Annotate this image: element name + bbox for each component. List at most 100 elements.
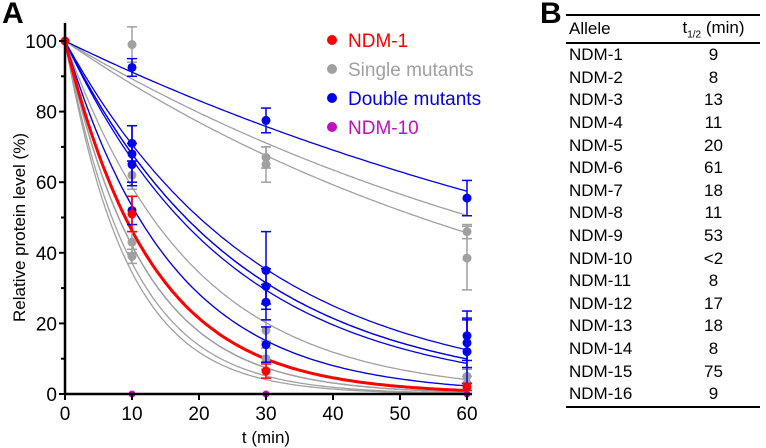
y-tick-label: 20	[36, 314, 57, 335]
table-row: NDM-2 8	[566, 67, 760, 90]
half-life-cell: 8	[708, 339, 719, 359]
header-half-life: t1/2 (min)	[667, 18, 760, 40]
half-life-cell: 61	[704, 158, 723, 178]
half-life-cell: 20	[704, 135, 723, 155]
fit-curve-single	[64, 40, 468, 217]
table-row: NDM-4 11	[566, 112, 760, 135]
allele-cell: NDM-8	[569, 203, 623, 223]
allele-cell: NDM-7	[569, 180, 623, 200]
x-tick-label: 40	[322, 404, 343, 425]
table-header: Allele t1/2 (min)	[566, 16, 760, 42]
y-tick-label: 60	[36, 173, 57, 194]
table-row: NDM-11 8	[566, 270, 760, 293]
data-point-double	[261, 297, 271, 307]
fit-curve-single	[64, 40, 467, 395]
x-tick-label: 10	[121, 404, 142, 425]
half-life-cell: 8	[708, 67, 719, 87]
data-point-double	[462, 347, 472, 357]
table-row: NDM-14 8	[566, 338, 760, 361]
header-allele: Allele	[569, 19, 611, 38]
table-row: NDM-1 9	[566, 44, 760, 67]
legend-label: NDM-10	[348, 118, 419, 139]
allele-cell: NDM-5	[569, 135, 623, 155]
data-point-single	[127, 40, 137, 50]
half-life-cell: 9	[708, 384, 719, 404]
half-life-cell: 18	[704, 180, 723, 200]
data-point-double	[462, 193, 472, 203]
data-point-single	[462, 253, 472, 263]
half-life-cell: 17	[704, 293, 723, 313]
table-header-rule	[566, 42, 760, 44]
panel-label-b: B	[540, 0, 562, 30]
legend-marker	[327, 64, 337, 74]
half-life-cell: <2	[703, 248, 724, 268]
allele-cell: NDM-13	[569, 316, 633, 336]
table-row: NDM-9 53	[566, 225, 760, 248]
half-life-table: Allele t1/2 (min) NDM-1 9 NDM-2 8 NDM-3 13 NDM…	[566, 14, 760, 408]
allele-cell: NDM-14	[569, 339, 633, 359]
table-row: NDM-7 18	[566, 180, 760, 203]
header-t: t	[682, 17, 688, 37]
half-life-cell: 13	[704, 90, 723, 110]
x-axis-label: t (min)	[242, 428, 290, 447]
legend-marker	[327, 35, 337, 45]
legend-label: NDM-1	[348, 31, 408, 52]
table-row: NDM-16 9	[566, 383, 760, 406]
allele-cell: NDM-11	[569, 271, 632, 291]
table-bottom-rule	[566, 405, 760, 408]
data-point-double	[127, 62, 137, 72]
y-tick-label: 100	[25, 32, 57, 53]
half-life-cell: 53	[704, 226, 723, 246]
allele-cell: NDM-16	[569, 384, 633, 404]
data-point-double	[261, 340, 271, 350]
half-life-cell: 18	[704, 316, 723, 336]
x-tick-label: 0	[60, 404, 71, 425]
x-tick-label: 30	[255, 404, 276, 425]
data-point-double	[261, 115, 271, 125]
allele-cell: NDM-2	[569, 67, 623, 87]
allele-cell: NDM-15	[569, 361, 633, 381]
table-row: NDM-6 61	[566, 157, 760, 180]
allele-cell: NDM-3	[569, 90, 623, 110]
half-life-cell: 9	[708, 45, 719, 65]
header-t-sub: 1/2	[687, 29, 702, 41]
decay-chart: 0 20 40 60 80 100 0 10 20 30 40 50 60 t (min) Relative…	[10, 23, 481, 447]
table-row: NDM-13 18	[566, 315, 760, 338]
half-life-cell: 8	[708, 271, 719, 291]
allele-cell: NDM-12	[569, 293, 633, 313]
half-life-cell: 11	[704, 203, 723, 223]
data-point-NDM-1	[261, 366, 271, 376]
allele-cell: NDM-1	[569, 45, 623, 65]
legend-label: Double mutants	[348, 89, 481, 110]
legend-label: Single mutants	[348, 60, 474, 81]
table-body: NDM-1 9 NDM-2 8 NDM-3 13 NDM-4 11 NDM-5 20 NDM-6 61…	[566, 44, 760, 406]
allele-cell: NDM-10	[569, 248, 633, 268]
allele-cell: NDM-9	[569, 226, 623, 246]
table-row: NDM-5 20	[566, 134, 760, 157]
panel-label-a: A	[2, 0, 24, 30]
table-row: NDM-15 75	[566, 360, 760, 383]
table-row: NDM-8 11	[566, 202, 760, 225]
half-life-cell: 75	[704, 361, 723, 381]
data-point-single	[127, 251, 137, 261]
data-point-double	[127, 160, 137, 170]
data-point-NDM-1	[127, 209, 137, 219]
y-tick-label: 40	[36, 244, 57, 265]
y-tick-label: 0	[46, 385, 57, 406]
x-tick-label: 50	[389, 404, 410, 425]
table-row: NDM-12 17	[566, 293, 760, 316]
table-row: NDM-3 13	[566, 89, 760, 112]
data-point-NDM-1	[462, 382, 472, 392]
table-row: NDM-10 <2	[566, 247, 760, 270]
header-t-unit: (min)	[701, 17, 745, 37]
allele-cell: NDM-6	[569, 158, 623, 178]
data-point-single	[261, 160, 271, 170]
x-tick-label: 20	[188, 404, 209, 425]
half-life-cell: 11	[704, 113, 723, 133]
table-top-rule	[566, 14, 760, 16]
legend-marker	[327, 122, 337, 132]
legend-marker	[327, 93, 337, 103]
data-point-single	[127, 237, 137, 247]
y-tick-label: 80	[36, 103, 57, 124]
